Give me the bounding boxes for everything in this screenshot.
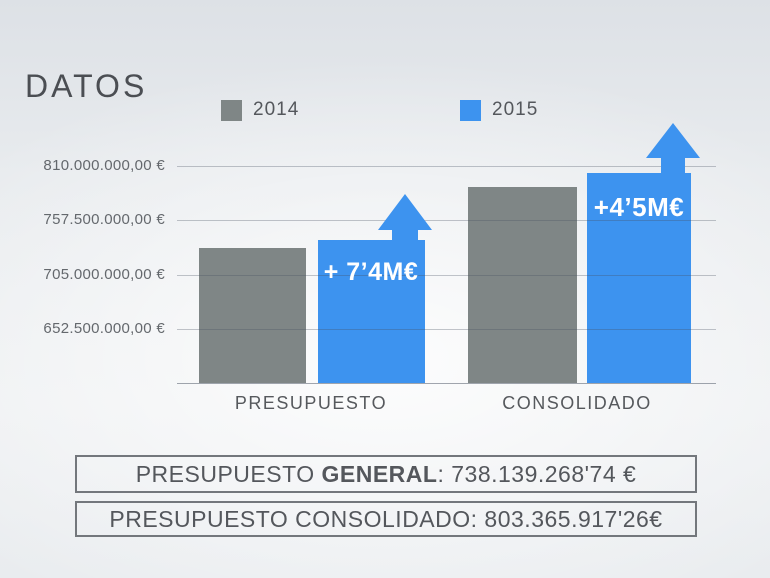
y-axis-tick-757: 757.500.000,00 € [43, 211, 165, 228]
bar-2015-presupuesto [318, 240, 425, 384]
gridline [177, 220, 716, 222]
increase-arrow-icon [378, 194, 432, 253]
bar-2014-presupuesto [199, 248, 306, 384]
y-axis-tick-810: 810.000.000,00 € [43, 157, 165, 174]
summary-box1-value: : 738.139.268'74 € [437, 460, 637, 487]
legend-label-2014: 2014 [253, 99, 300, 120]
legend-swatch-2015 [460, 99, 481, 121]
legend-swatch-2014 [221, 99, 242, 121]
x-axis-label-presupuesto: PRESUPUESTO [234, 393, 388, 413]
bar-annotation-consolidado: +4’5M€ [593, 192, 685, 222]
summary-box1-bold: GENERAL [321, 460, 438, 487]
bar-2014-consolidado [468, 187, 577, 384]
page-title: DATOS [25, 68, 148, 104]
legend-item-2015: 2015 [460, 99, 538, 121]
gridline [177, 274, 716, 276]
gridline [177, 166, 716, 167]
y-axis-tick-705: 705.000.000,00 € [43, 266, 165, 283]
legend-item-2014: 2014 [221, 99, 299, 121]
x-axis-label-consolidado: CONSOLIDADO [502, 393, 652, 413]
bar-annotation-presupuesto: + 7’4M€ [323, 258, 419, 286]
summary-box-presupuesto-consolidado: PRESUPUESTO CONSOLIDADO: 803.365.917'26€ [75, 501, 697, 537]
summary-box2-text: PRESUPUESTO CONSOLIDADO: 803.365.917'26€ [109, 505, 663, 532]
y-axis-tick-652: 652.500.000,00 € [43, 320, 165, 337]
increase-arrow-icon [646, 123, 700, 185]
x-axis-baseline [177, 383, 716, 385]
legend-label-2015: 2015 [492, 99, 539, 120]
summary-box1-prefix: PRESUPUESTO [135, 460, 322, 487]
bar-2015-consolidado [587, 172, 691, 384]
summary-box-presupuesto-general: PRESUPUESTO GENERAL: 738.139.268'74 € [75, 455, 697, 493]
gridline [177, 328, 716, 330]
